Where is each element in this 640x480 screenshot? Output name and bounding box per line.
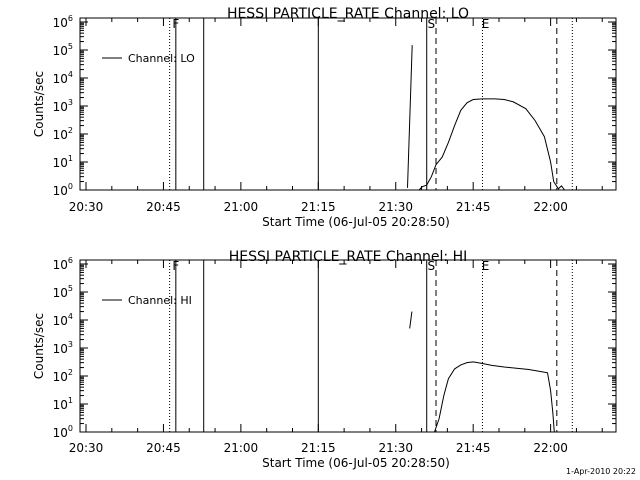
y-tick-label: 101	[53, 396, 73, 412]
chart-title: HESSI PARTICLE_RATE Channel: HI	[229, 249, 467, 265]
x-tick-label: 22:00	[533, 200, 568, 214]
x-tick-label: 20:30	[69, 200, 104, 214]
y-tick-label: 102	[53, 368, 73, 384]
series-line	[418, 98, 565, 191]
plot-frame	[79, 17, 617, 191]
y-tick-label: 103	[53, 340, 73, 356]
y-tick-label: 102	[53, 126, 73, 142]
x-tick-label: 21:15	[301, 200, 336, 214]
y-tick-label: 101	[53, 154, 73, 170]
y-axis-label: Counts/sec	[32, 71, 46, 137]
channel-hi-panel: HESSI PARTICLE_RATE Channel: HI 106 105 104…	[32, 249, 617, 470]
y-tick-label: 103	[53, 98, 73, 114]
series-line	[409, 311, 413, 329]
y-tick-label: 105	[53, 284, 73, 300]
x-tick-label: 21:45	[456, 200, 491, 214]
channel-lo-panel: HESSI PARTICLE_RATE Channel: LO106105104…	[32, 6, 617, 229]
x-axis-label: Start Time (06-Jul-05 20:28:50)	[262, 215, 450, 229]
event-marker-label: F	[172, 259, 179, 273]
x-tick-label: 22:00	[533, 441, 568, 455]
x-tick-label: 21:00	[224, 441, 259, 455]
series-line	[434, 361, 555, 433]
y-axis-label: Counts/sec	[32, 313, 46, 379]
y-tick-label: 104	[53, 70, 73, 86]
event-marker-label: E	[482, 17, 490, 31]
y-tick-label: 105	[53, 42, 73, 58]
y-tick-label: 106	[53, 14, 73, 30]
y-tick-label: 104	[53, 312, 73, 328]
event-marker-label: F	[172, 17, 179, 31]
y-tick-label: 106	[53, 256, 73, 272]
event-marker-label: S	[428, 17, 436, 31]
x-tick-label: 20:45	[146, 441, 181, 455]
y-tick-label: 100	[53, 182, 73, 198]
x-tick-label: 20:45	[146, 200, 181, 214]
event-marker-label: E	[482, 259, 490, 273]
footer-timestamp: 1-Apr-2010 20:22	[566, 467, 636, 476]
x-tick-label: 21:45	[456, 441, 491, 455]
x-tick-label: 21:00	[224, 200, 259, 214]
plot-frame	[79, 259, 617, 433]
y-tick-label: 100	[53, 424, 73, 440]
x-tick-label: 20:30	[69, 441, 104, 455]
x-tick-label: 21:30	[378, 441, 413, 455]
legend-label: Channel: LO	[128, 52, 195, 65]
x-tick-label: 21:15	[301, 441, 336, 455]
event-marker-label: S	[428, 259, 436, 273]
x-tick-label: 21:30	[378, 200, 413, 214]
x-axis-label: Start Time (06-Jul-05 20:28:50)	[262, 456, 450, 470]
legend-label: Channel: HI	[128, 294, 192, 307]
series-line	[407, 45, 413, 188]
